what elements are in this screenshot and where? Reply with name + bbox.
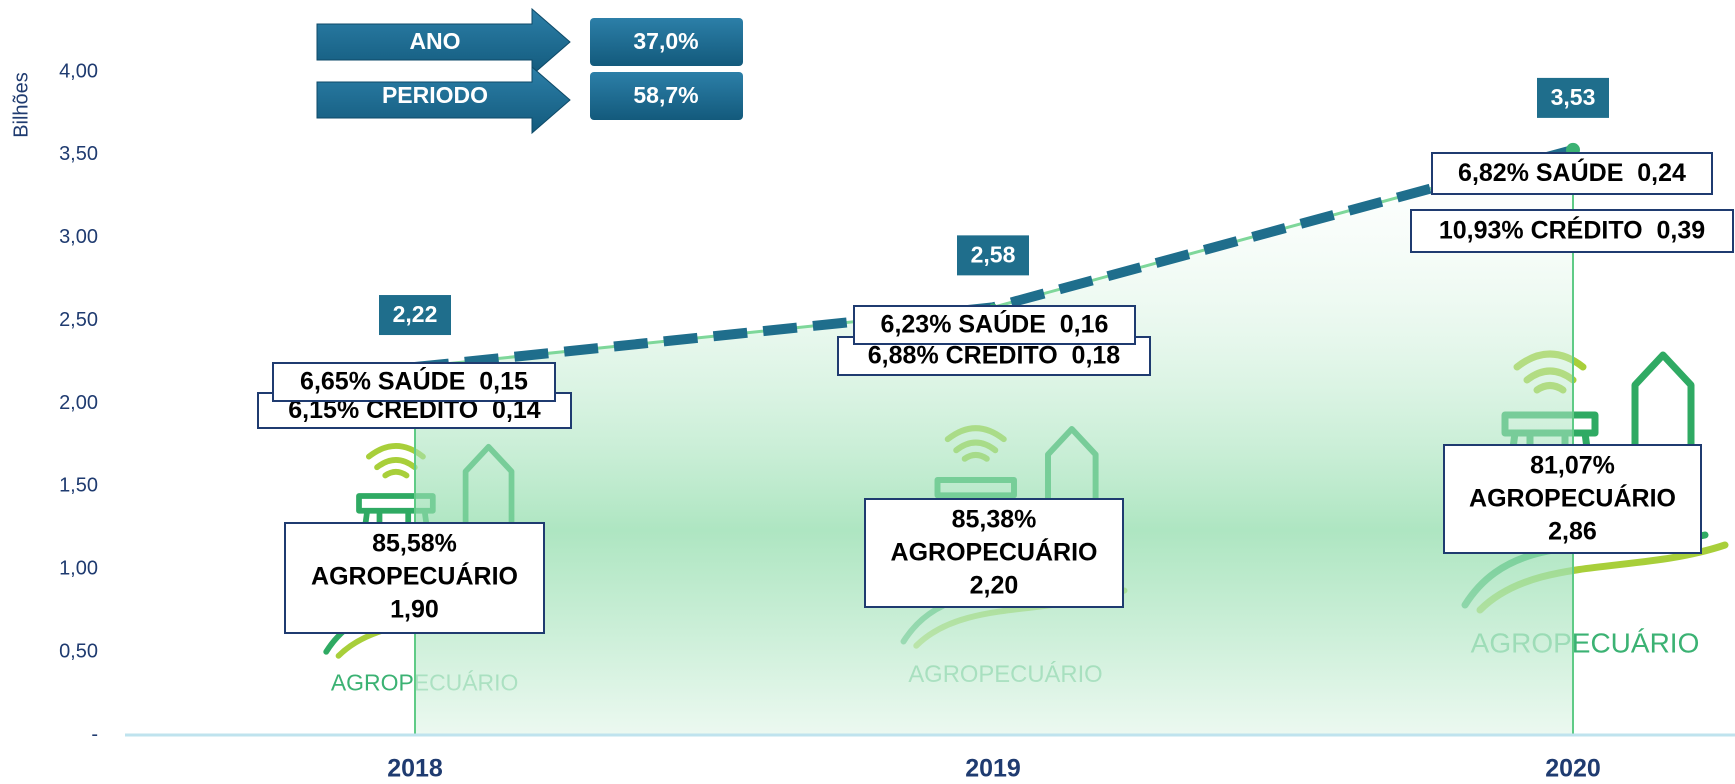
- credito-label: 10,93% CRÉDITO 0,39: [1439, 216, 1705, 245]
- agro-label: 85,58%: [372, 530, 457, 558]
- value-label: 2,22: [393, 301, 438, 327]
- saude-label: 6,23% SAÚDE 0,16: [881, 309, 1109, 339]
- y-tick-label: 3,50: [59, 143, 98, 165]
- y-tick-label: 1,00: [59, 558, 98, 580]
- growth-label: ANO: [409, 28, 460, 54]
- growth-value: 58,7%: [633, 82, 698, 108]
- saude-label: 6,65% SAÚDE 0,15: [300, 366, 528, 396]
- agro-label: 2,20: [970, 572, 1019, 600]
- y-tick-label: 2,50: [59, 309, 98, 331]
- value-label: 2,58: [971, 241, 1016, 267]
- y-axis-label: Bilhões: [10, 72, 32, 138]
- x-tick-label: 2018: [387, 755, 443, 783]
- growth-value: 37,0%: [633, 28, 698, 54]
- agro-label: 85,38%: [952, 506, 1037, 534]
- agro-label: AGROPECUÁRIO: [311, 562, 518, 591]
- agro-label: 81,07%: [1530, 452, 1615, 480]
- saude-label: 6,82% SAÚDE 0,24: [1458, 157, 1686, 187]
- chart: Bilhões - 0,50 1,00 1,50 2,00 2,50 3,00 3,50 4,0…: [0, 0, 1735, 784]
- x-tick-label: 2019: [965, 755, 1021, 783]
- growth-label: PERIODO: [382, 82, 488, 108]
- y-tick-label: -: [91, 723, 98, 745]
- agro-label: 2,86: [1548, 518, 1597, 546]
- y-tick-label: 0,50: [59, 640, 98, 662]
- agro-label: AGROPECUÁRIO: [891, 538, 1098, 567]
- agro-label: 1,90: [390, 596, 439, 624]
- y-tick-label: 1,50: [59, 475, 98, 497]
- x-tick-label: 2020: [1545, 755, 1601, 783]
- y-tick-label: 2,00: [59, 392, 98, 414]
- agro-label: AGROPECUÁRIO: [1469, 484, 1676, 513]
- y-tick-label: 4,00: [59, 60, 98, 82]
- value-label: 3,53: [1551, 84, 1596, 110]
- y-tick-label: 3,00: [59, 226, 98, 248]
